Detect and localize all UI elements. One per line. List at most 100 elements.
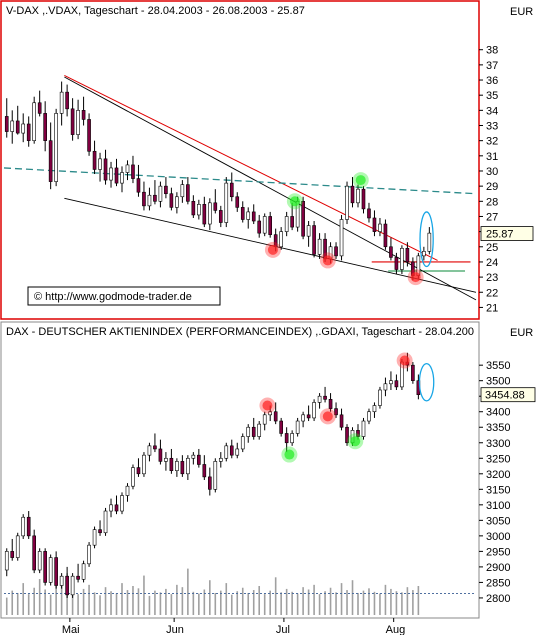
dax-candle [158, 448, 163, 462]
dax-volume-bar [263, 594, 266, 615]
dax-volume-bar [5, 597, 8, 615]
dax-candle [361, 420, 366, 437]
dax-candle [251, 426, 256, 437]
dax-volume-bar [88, 584, 90, 615]
dax-y-tick-label: 2950 [486, 546, 510, 558]
dax-title: DAX - DEUTSCHER AKTIENINDEX (PERFORMANCE… [6, 326, 474, 338]
vdax-candle [169, 193, 174, 208]
dax-candle [394, 380, 399, 388]
vdax-candle [37, 102, 42, 114]
dax-volume-bar [395, 591, 398, 615]
dax-candle [284, 433, 289, 444]
dax-volume-bar [318, 594, 321, 615]
vdax-candle [153, 194, 157, 202]
vdax-y-tick-label: 31 [486, 151, 498, 163]
vdax-candle [98, 158, 102, 170]
dax-current-value: 3454.88 [485, 390, 525, 402]
dax-candle [290, 433, 294, 444]
vdax-candle [125, 164, 130, 173]
vdax-candle [290, 216, 294, 228]
vdax-candle [131, 164, 135, 179]
vdax-candle [180, 184, 185, 198]
dax-candle [125, 485, 130, 496]
vdax-candle [422, 251, 426, 257]
vdax-candle [21, 123, 26, 134]
dax-y-tick-label: 3500 [486, 376, 510, 388]
vdax-candle [240, 207, 245, 220]
dax-candle [54, 557, 58, 586]
vdax-highlight-ellipse [419, 211, 434, 268]
vdax-y-tick-label: 21 [486, 302, 498, 314]
vdax-candle [317, 238, 322, 255]
dax-candle [153, 445, 157, 450]
vdax-current-value: 25.87 [486, 229, 514, 241]
dax-candle [180, 461, 185, 475]
dax-candle [37, 551, 42, 571]
dax-volume-bar [307, 589, 310, 615]
dax-volume-bar [368, 588, 370, 615]
dax-candle [378, 389, 382, 406]
dax-volume-bar [241, 587, 244, 615]
vdax-candle [4, 116, 9, 132]
dax-candle [142, 454, 146, 475]
dax-candle [306, 414, 311, 419]
dax-candle [92, 529, 97, 546]
dax-candle [65, 575, 69, 596]
vdax-candle [213, 202, 218, 211]
dax-red-marker [319, 408, 336, 425]
vdax-candle [70, 108, 75, 135]
dax-volume-bar [280, 592, 282, 615]
dax-red-marker [396, 352, 413, 369]
dax-candle [323, 395, 327, 400]
dax-candle [229, 445, 234, 456]
vdax-title: V-DAX ,.VDAX, Tageschart - 28.04.2003 - … [6, 5, 305, 17]
vdax-candle [48, 140, 53, 182]
dax-candle [202, 464, 207, 478]
dax-volume-bars [4, 568, 476, 615]
vdax-candle [394, 257, 399, 270]
dax-y-tick-label: 3150 [486, 484, 510, 496]
vdax-candle [372, 217, 377, 232]
dax-panel: DAX - DEUTSCHER AKTIENINDEX (PERFORMANCE… [0, 321, 536, 619]
dax-volume-bar [302, 587, 304, 615]
dax-volume-bar [187, 568, 189, 615]
vdax-candle [43, 113, 47, 141]
dax-candle [345, 426, 349, 444]
dax-candle [295, 420, 300, 434]
dax-volume-bar [148, 595, 151, 615]
dax-red-marker [259, 397, 276, 414]
vdax-y-tick-label: 23 [486, 272, 498, 284]
dax-volume-bar [33, 587, 35, 615]
dax-candle [59, 575, 64, 586]
dax-candle [213, 461, 218, 490]
dax-candle [224, 445, 229, 459]
dax-y-tick-label: 2800 [486, 593, 510, 605]
vdax-y-tick-label: 33 [486, 121, 498, 133]
vdax-candle [142, 191, 146, 207]
dax-candle [120, 495, 124, 512]
dax-candle [21, 516, 26, 537]
dax-candle [15, 535, 20, 558]
dax-volume-bar [170, 594, 173, 615]
vdax-candle [186, 184, 190, 202]
dax-y-tick-label: 2900 [486, 562, 510, 574]
dax-candle [109, 504, 113, 512]
dax-candle [70, 575, 75, 596]
dax-candle [103, 510, 108, 534]
dax-y-tick-label: 3050 [486, 515, 510, 527]
dax-volume-bar [16, 592, 19, 615]
dax-candle [301, 414, 305, 422]
vdax-candle [191, 201, 196, 216]
dax-volume-bar [137, 588, 140, 615]
dax-volume-bar [99, 595, 101, 615]
black-lower-line [64, 197, 477, 293]
vdax-candle [251, 211, 256, 222]
dax-candle [76, 575, 80, 580]
dax-volume-bar [154, 590, 156, 615]
vdax-red-marker [407, 269, 424, 286]
vdax-candle [65, 91, 69, 110]
vdax-panel: V-DAX ,.VDAX, Tageschart - 28.04.2003 - … [0, 0, 534, 320]
vdax-candle [76, 110, 80, 135]
dax-y-tick-label: 3200 [486, 469, 510, 481]
vdax-candle [284, 216, 289, 232]
